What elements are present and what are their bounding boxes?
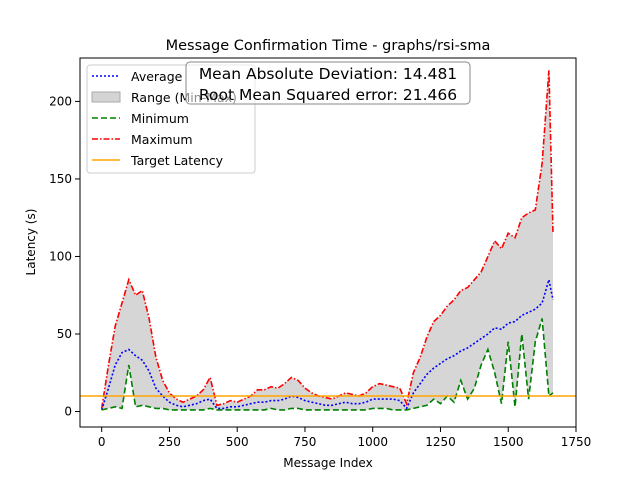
x-tick-label: 0 (98, 435, 106, 449)
chart-title: Message Confirmation Time - graphs/rsi-s… (166, 38, 491, 54)
x-tick-label: 1000 (357, 435, 388, 449)
x-tick-label: 500 (226, 435, 249, 449)
legend-average-label: Average (131, 69, 183, 84)
stats-rmse: Root Mean Squared error: 21.466 (199, 86, 457, 104)
legend: Average Range (Min-Max) Minimum Maximum … (86, 64, 256, 174)
x-tick-label: 1750 (561, 435, 592, 449)
range-band (101, 70, 553, 410)
y-tick-label: 0 (64, 404, 72, 418)
legend-range-swatch (91, 91, 121, 103)
stats-mad: Mean Absolute Deviation: 14.481 (199, 65, 457, 83)
x-tick-label: 750 (294, 435, 317, 449)
y-tick-label: 150 (49, 172, 72, 186)
legend-maximum-label: Maximum (131, 132, 193, 147)
legend-minimum-label: Minimum (131, 111, 189, 126)
average-line (100, 279, 554, 411)
minimum-line (101, 318, 554, 411)
stats-box (185, 61, 471, 105)
legend-target-label: Target Latency (130, 153, 224, 168)
y-tick-label: 100 (49, 249, 72, 263)
x-tick-label: 250 (158, 435, 181, 449)
x-axis-label: Message Index (283, 456, 372, 470)
y-axis-label: Latency (s) (24, 209, 38, 276)
maximum-line (100, 70, 554, 409)
x-tick-label: 1500 (493, 435, 524, 449)
y-tick-label: 200 (49, 94, 72, 108)
y-tick-label: 50 (57, 327, 72, 341)
stats-annotation: Mean Absolute Deviation: 14.481 Root Mea… (185, 61, 471, 105)
plot-frame (79, 57, 577, 428)
x-tick-label: 1250 (425, 435, 456, 449)
